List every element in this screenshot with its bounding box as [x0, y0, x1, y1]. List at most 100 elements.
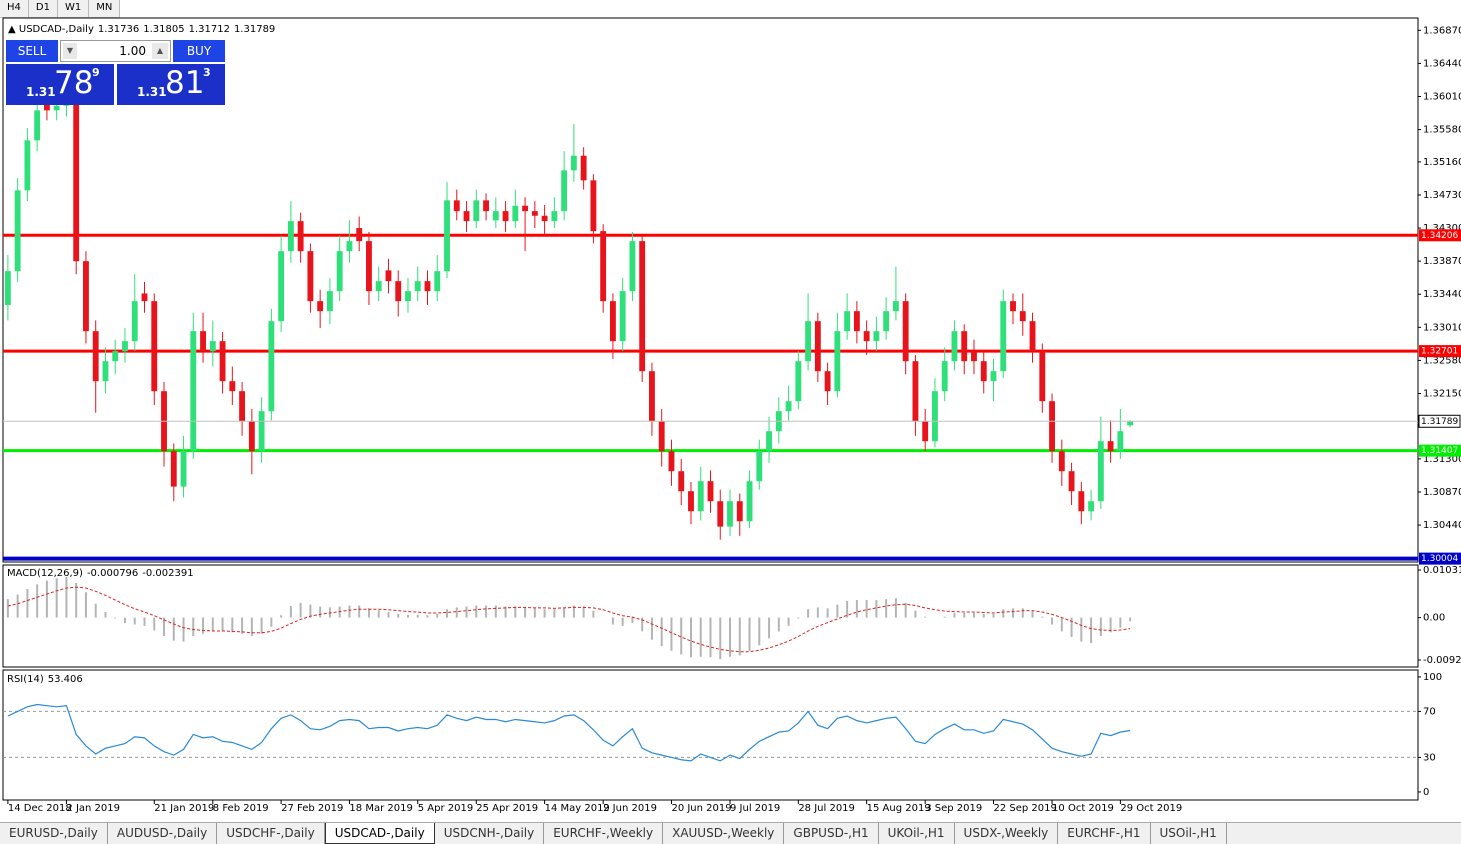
- high: 1.31805: [143, 24, 184, 35]
- level-label-box: [1419, 552, 1461, 565]
- ask-main: 81: [165, 65, 205, 101]
- y-tick-label: 1.32150: [1423, 388, 1461, 399]
- candle-body: [883, 311, 890, 332]
- bid-box[interactable]: 1.31 78 9: [6, 64, 114, 105]
- chart-tab[interactable]: AUDUSD-,Daily: [108, 823, 218, 844]
- chart-tab[interactable]: USOil-,H1: [1151, 823, 1227, 844]
- chart-tab[interactable]: EURCHF-,Weekly: [544, 823, 664, 844]
- candle-body: [580, 155, 587, 181]
- chart-tab[interactable]: USDX-,Weekly: [955, 823, 1059, 844]
- candle-body: [570, 155, 577, 171]
- candle-body: [83, 261, 89, 332]
- candle-body: [1107, 441, 1114, 452]
- candle-body: [73, 100, 80, 262]
- rsi-label: RSI(14): [7, 674, 44, 685]
- bid-main: 78: [54, 65, 94, 101]
- panel: 1.36870 1.36440 1.36010 1.35580 1.35160 1.347…: [3, 25, 1461, 814]
- panel: 100 70 30 0: [3, 672, 1442, 798]
- chart: ▲ USDCAD-,Daily 1.31736 1.31805 1.31712 1.31…: [2, 17, 1461, 814]
- chart-tab[interactable]: EURUSD-,Daily: [0, 823, 108, 844]
- close: 1.31789: [234, 24, 275, 35]
- candle-body: [873, 331, 880, 342]
- candle-body: [278, 251, 285, 322]
- lot-down[interactable]: ▼: [63, 43, 77, 59]
- main-frame: [2, 17, 1419, 563]
- candle-body: [287, 221, 294, 252]
- y-tick-label: 1.36010: [1423, 91, 1461, 102]
- chart-tab[interactable]: UKOil-,H1: [879, 823, 955, 844]
- candle-body: [34, 110, 41, 141]
- chart-tab[interactable]: USDCNH-,Daily: [435, 823, 545, 844]
- candle-body: [24, 140, 31, 191]
- x-tick-label: 14 Dec 2018: [8, 803, 72, 814]
- candle-body: [444, 200, 450, 272]
- candle-body: [297, 221, 304, 252]
- symbol: USDCAD-,Daily: [19, 24, 94, 35]
- x-tick-label: 3 Sep 2019: [925, 803, 982, 814]
- candle-body: [609, 301, 616, 342]
- candle-body: [766, 431, 772, 452]
- y-tick-label: 1.33010: [1423, 322, 1461, 333]
- x-tick-label: 14 May 2019: [545, 803, 610, 814]
- candle-body: [736, 501, 743, 522]
- lot-field[interactable]: ▼ 1.00 ▲: [60, 40, 171, 62]
- macd-label: MACD(12,26,9): [7, 568, 83, 579]
- candle-body: [248, 421, 255, 452]
- y-tick-label: 1.32580: [1423, 355, 1461, 366]
- candle-body: [92, 331, 99, 382]
- timeframe-button[interactable]: W1: [58, 0, 90, 17]
- ask-big: 1.31: [137, 85, 167, 99]
- chart-tab[interactable]: GBPUSD-,H1: [784, 823, 879, 844]
- signal-line: [7, 586, 1131, 653]
- timeframe-button[interactable]: H4: [0, 0, 29, 17]
- candle-body: [502, 211, 509, 222]
- y-tick-label: 1.36440: [1423, 58, 1461, 69]
- timeframe-button[interactable]: MN: [89, 0, 121, 17]
- candle-body: [980, 361, 987, 382]
- candle-body: [668, 451, 675, 472]
- sell-button[interactable]: SELL: [6, 40, 58, 62]
- timeframe-button[interactable]: D1: [29, 0, 58, 17]
- candle-body: [600, 231, 607, 302]
- y-tick-label: 1.30870: [1423, 487, 1461, 498]
- candle-body: [483, 200, 489, 212]
- level-label: 1.30004: [1421, 554, 1458, 564]
- candle-body: [336, 251, 343, 292]
- candle-body: [424, 281, 431, 292]
- buy-button[interactable]: BUY: [173, 40, 225, 62]
- chart-tab[interactable]: USDCAD-,Daily: [324, 823, 435, 844]
- panel: 0.010311 0.00 -0.009203: [6, 565, 1461, 666]
- candle-body: [346, 241, 353, 252]
- y-tick-label: 1.31300: [1423, 454, 1461, 465]
- candle-body: [541, 215, 548, 222]
- ask-box[interactable]: 1.31 81 3: [117, 64, 225, 105]
- candle-body: [805, 321, 812, 362]
- lot-up[interactable]: ▲: [152, 43, 168, 59]
- trade-panel: SELL ▼ 1.00 ▲ BUY 1.31 78 9 1.31 81 3: [6, 40, 225, 105]
- y-tick-label: 1.30440: [1423, 520, 1461, 531]
- x-tick-label: 27 Feb 2019: [281, 803, 343, 814]
- candle-body: [1068, 471, 1075, 492]
- candle-body: [688, 491, 694, 512]
- candle-body: [122, 341, 128, 352]
- candle-body: [151, 301, 158, 392]
- signal-value: -0.002391: [142, 568, 193, 579]
- x-tick-label: 21 Jan 2019: [154, 803, 214, 814]
- candle-body: [112, 351, 119, 362]
- candle-body: [492, 211, 499, 221]
- candle-body: [990, 371, 997, 382]
- level-label: 1.31407: [1421, 446, 1458, 456]
- chart-tab[interactable]: USDCHF-,Daily: [217, 823, 325, 844]
- candle-body: [697, 481, 704, 512]
- y-tick-label: 1.34730: [1423, 190, 1461, 201]
- candle-body: [326, 291, 333, 312]
- x-tick-label: 8 Feb 2019: [213, 803, 269, 814]
- y-tick-label: -0.009203: [1423, 655, 1461, 666]
- y-tick-label: 1.36870: [1423, 25, 1461, 36]
- candle-body: [414, 281, 421, 292]
- chart-tab[interactable]: EURCHF-,H1: [1058, 823, 1151, 844]
- macd-value: -0.000796: [87, 568, 138, 579]
- chart-tab[interactable]: XAUUSD-,Weekly: [663, 823, 785, 844]
- low: 1.31712: [189, 24, 230, 35]
